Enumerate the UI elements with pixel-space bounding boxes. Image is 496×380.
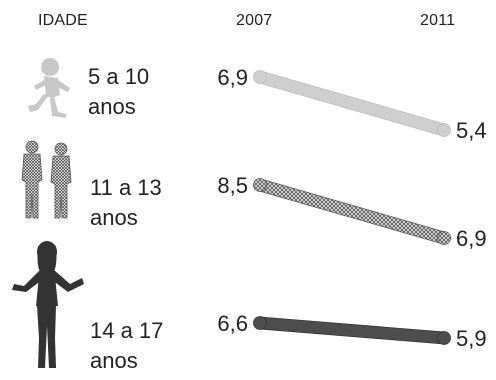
value-label-1-2011: 5,4 <box>456 118 487 143</box>
two-kids-icon <box>21 140 72 219</box>
series-line-2 <box>257 178 447 245</box>
age-label-line1: 14 a 17 <box>90 318 164 343</box>
point-2-2007 <box>253 178 267 192</box>
header-year-2007: 2007 <box>236 12 273 29</box>
age-label-line2: anos <box>88 94 136 119</box>
age-label-group-2: 11 a 13 anos <box>90 173 162 233</box>
point-1-2011 <box>437 123 451 137</box>
point-3-2011 <box>437 331 451 345</box>
header-idade: IDADE <box>38 12 88 29</box>
value-label-2-2007: 8,5 <box>217 173 248 198</box>
age-label-group-3: 14 a 17 anos <box>90 316 163 376</box>
teen-girl-icon <box>12 241 84 368</box>
plot-area: 6,9 5,4 8,5 6,9 6,6 5,9 <box>217 65 486 351</box>
value-label-3-2011: 5,9 <box>456 326 487 351</box>
value-label-2-2011: 6,9 <box>456 226 487 251</box>
series-line-3 <box>259 316 445 345</box>
age-label-line1: 11 a 13 <box>90 175 162 200</box>
age-label-line2: anos <box>90 205 138 230</box>
child-running-icon <box>28 58 70 118</box>
value-label-3-2007: 6,6 <box>217 311 248 336</box>
series-line-1 <box>257 70 447 137</box>
age-label-line1: 5 a 10 <box>88 64 150 89</box>
value-label-1-2007: 6,9 <box>217 65 248 90</box>
age-label-group-1: 5 a 10 anos <box>88 62 149 122</box>
header-year-2011: 2011 <box>420 12 456 29</box>
point-1-2007 <box>253 70 267 84</box>
age-label-line2: anos <box>90 348 138 373</box>
point-2-2011 <box>437 231 451 245</box>
point-3-2007 <box>253 316 267 330</box>
